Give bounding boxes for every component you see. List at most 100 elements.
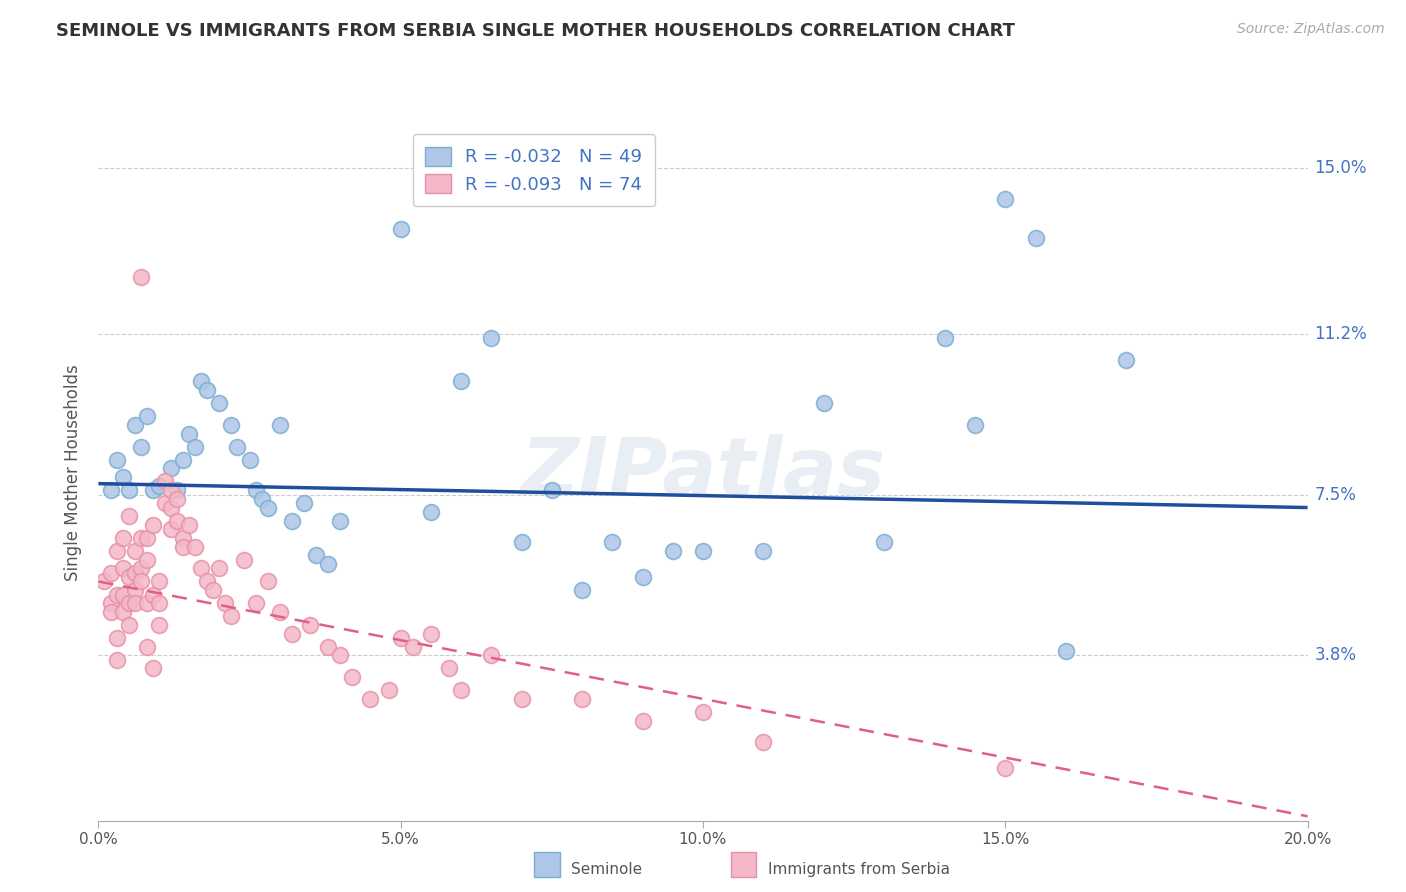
Point bbox=[148, 618, 170, 632]
Point bbox=[994, 761, 1017, 775]
Point bbox=[360, 692, 382, 706]
Point bbox=[129, 440, 152, 454]
Point bbox=[481, 331, 503, 345]
Text: 11.2%: 11.2% bbox=[1315, 325, 1368, 343]
Point bbox=[166, 491, 188, 506]
Point bbox=[100, 566, 122, 580]
Point bbox=[93, 574, 115, 589]
Point bbox=[129, 531, 152, 545]
Point bbox=[129, 270, 152, 285]
Point bbox=[100, 483, 122, 498]
Point bbox=[105, 588, 128, 602]
Point bbox=[250, 491, 273, 506]
Point bbox=[105, 653, 128, 667]
Point bbox=[389, 631, 412, 645]
Point bbox=[419, 505, 441, 519]
Point bbox=[105, 544, 128, 558]
Point bbox=[450, 683, 472, 698]
Point bbox=[124, 596, 146, 610]
Point bbox=[692, 544, 714, 558]
Point bbox=[129, 561, 152, 575]
Point bbox=[111, 588, 134, 602]
Point bbox=[160, 522, 183, 536]
Point bbox=[148, 574, 170, 589]
Point bbox=[124, 417, 146, 432]
Point bbox=[118, 618, 141, 632]
Point bbox=[118, 596, 141, 610]
Point bbox=[160, 483, 183, 498]
Point bbox=[256, 500, 278, 515]
Point bbox=[752, 735, 775, 749]
Point bbox=[208, 561, 231, 575]
Legend: R = -0.032   N = 49, R = -0.093   N = 74: R = -0.032 N = 49, R = -0.093 N = 74 bbox=[413, 134, 655, 206]
Point bbox=[269, 605, 291, 619]
Point bbox=[329, 648, 352, 663]
Point bbox=[631, 570, 654, 584]
Point bbox=[100, 596, 122, 610]
Point bbox=[481, 648, 503, 663]
Point bbox=[166, 514, 188, 528]
Point bbox=[752, 544, 775, 558]
Point bbox=[631, 714, 654, 728]
Point bbox=[148, 479, 170, 493]
Point bbox=[316, 557, 339, 571]
Point bbox=[402, 640, 425, 654]
Point bbox=[153, 496, 176, 510]
Point bbox=[329, 514, 352, 528]
Point bbox=[281, 626, 304, 640]
Point bbox=[100, 605, 122, 619]
Point bbox=[124, 566, 146, 580]
Point bbox=[994, 192, 1017, 206]
Point bbox=[342, 670, 364, 684]
Point bbox=[299, 618, 322, 632]
Point bbox=[124, 583, 146, 598]
Point bbox=[389, 222, 412, 236]
Point bbox=[269, 417, 291, 432]
Point bbox=[195, 574, 218, 589]
Point bbox=[129, 574, 152, 589]
Point bbox=[571, 692, 593, 706]
Point bbox=[221, 609, 243, 624]
Point bbox=[111, 561, 134, 575]
Point bbox=[190, 561, 212, 575]
Point bbox=[1054, 644, 1077, 658]
Point bbox=[934, 331, 956, 345]
Point bbox=[221, 417, 243, 432]
Point bbox=[245, 596, 267, 610]
Point bbox=[292, 496, 315, 510]
Point bbox=[184, 440, 207, 454]
Text: Seminole: Seminole bbox=[571, 863, 643, 877]
Point bbox=[105, 631, 128, 645]
Point bbox=[142, 588, 165, 602]
Point bbox=[419, 626, 441, 640]
Point bbox=[281, 514, 304, 528]
Point bbox=[172, 452, 194, 467]
Point bbox=[208, 396, 231, 410]
Point bbox=[437, 661, 460, 675]
Point bbox=[195, 383, 218, 397]
Point bbox=[118, 483, 141, 498]
Point bbox=[135, 640, 157, 654]
Point bbox=[135, 409, 157, 424]
Point bbox=[1115, 352, 1137, 367]
Point bbox=[450, 375, 472, 389]
Point bbox=[135, 531, 157, 545]
Text: 3.8%: 3.8% bbox=[1315, 647, 1357, 665]
Point bbox=[965, 417, 987, 432]
Point bbox=[202, 583, 225, 598]
Point bbox=[111, 605, 134, 619]
Point bbox=[142, 483, 165, 498]
Point bbox=[105, 452, 128, 467]
Text: 7.5%: 7.5% bbox=[1315, 485, 1357, 503]
Point bbox=[172, 540, 194, 554]
Point bbox=[135, 552, 157, 567]
Point bbox=[177, 426, 201, 441]
Point bbox=[177, 517, 201, 532]
Point bbox=[602, 535, 624, 549]
Point bbox=[118, 509, 141, 524]
Point bbox=[184, 540, 207, 554]
Point bbox=[135, 596, 157, 610]
Point bbox=[214, 596, 236, 610]
Text: Source: ZipAtlas.com: Source: ZipAtlas.com bbox=[1237, 22, 1385, 37]
Text: 15.0%: 15.0% bbox=[1315, 160, 1367, 178]
